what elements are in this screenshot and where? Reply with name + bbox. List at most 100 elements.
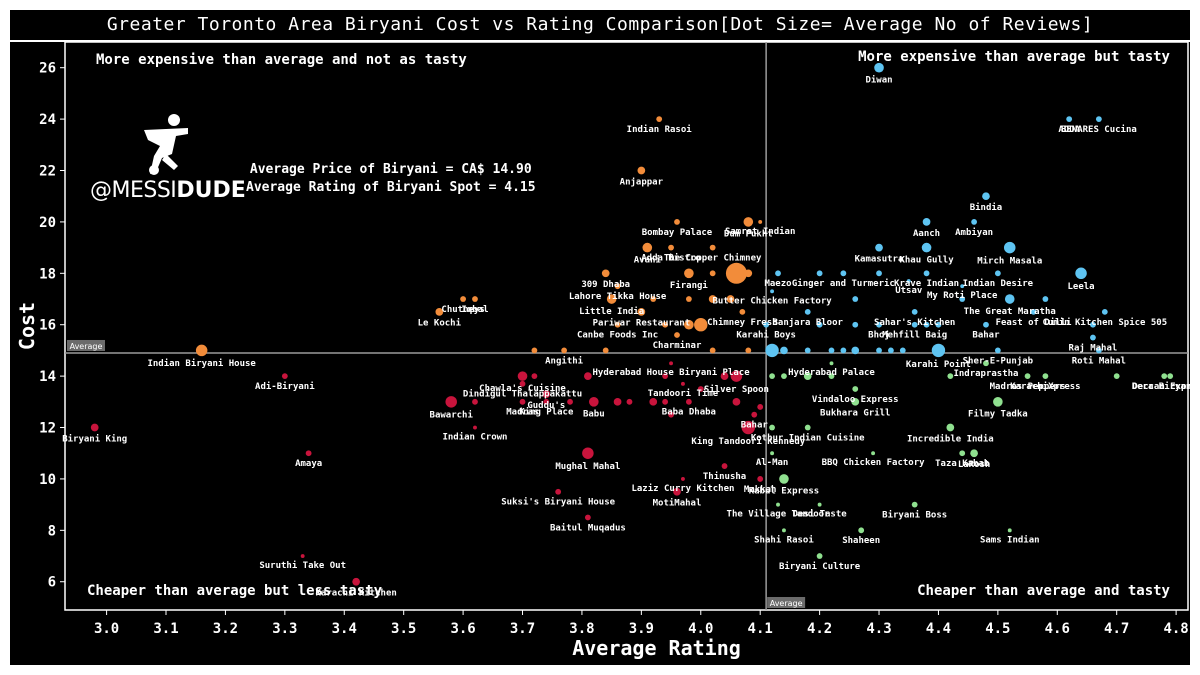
data-point: [684, 319, 694, 330]
data-point-label: Makkah: [744, 485, 777, 495]
y-tick-label: 18: [39, 266, 56, 282]
data-point: [519, 398, 526, 405]
data-point-label: Khau Gully: [899, 255, 954, 265]
data-point: [531, 373, 538, 380]
data-point: [994, 270, 1001, 277]
data-point: [300, 554, 305, 558]
data-point: [921, 242, 932, 253]
data-point: [816, 321, 823, 328]
data-point: [743, 217, 754, 227]
data-point: [947, 373, 954, 380]
x-tick-label: 3.5: [391, 621, 416, 637]
data-point-label: Mehfill Baig: [882, 330, 947, 341]
data-point-label: Pariwar Restaurant: [593, 318, 691, 329]
data-point: [567, 398, 573, 405]
data-point-label: Madras Peppers: [990, 382, 1066, 392]
data-point-label: Angithi: [545, 355, 584, 366]
data-point-label: Kabul Express: [749, 487, 819, 497]
average-rating-text: Average Rating of Biryani Spot = 4.15: [246, 180, 536, 195]
data-point-label: Bukhara Grill: [820, 408, 890, 419]
data-point: [637, 166, 646, 175]
x-tick-label: 4.4: [926, 621, 951, 637]
data-point-label: Kamasutra: [855, 254, 904, 264]
x-tick-label: 3.2: [213, 621, 238, 637]
y-tick-label: 16: [39, 318, 56, 334]
data-point: [584, 372, 592, 380]
data-point: [555, 488, 562, 495]
data-point: [584, 514, 591, 521]
data-point: [637, 308, 646, 316]
data-point: [959, 296, 966, 302]
x-tick-label: 3.3: [272, 621, 297, 637]
player-kicking-icon: [144, 114, 188, 175]
data-point-label: Indraprastha: [953, 369, 1018, 379]
data-point: [935, 321, 942, 328]
data-point: [1066, 116, 1073, 123]
data-point-label: Raj Mahal: [1069, 342, 1118, 353]
data-point-label: Chimney Fresh: [707, 317, 777, 328]
data-point: [1030, 308, 1037, 315]
data-point: [1075, 267, 1087, 280]
data-point: [851, 346, 860, 355]
data-point: [650, 296, 657, 302]
data-point: [751, 411, 758, 418]
data-point: [769, 424, 775, 431]
data-point-label: Chutneys: [441, 305, 484, 315]
data-point: [906, 279, 911, 283]
data-point: [875, 243, 883, 252]
x-tick-label: 3.1: [153, 621, 178, 637]
data-point: [561, 347, 568, 354]
data-point-label: Aanch: [913, 229, 940, 239]
data-point-label: Al-Man: [756, 458, 789, 468]
data-point: [970, 449, 978, 458]
data-point: [931, 343, 946, 358]
data-point-label: Charminar: [653, 340, 702, 351]
x-tick-label: 4.0: [688, 621, 713, 637]
data-point: [840, 270, 847, 277]
data-point: [1042, 373, 1049, 380]
y-tick-label: 10: [39, 472, 56, 488]
data-point: [983, 360, 989, 367]
data-point: [871, 451, 876, 456]
title-bar: Greater Toronto Area Biryani Cost vs Rat…: [10, 10, 1190, 42]
data-point: [582, 447, 594, 459]
data-point: [472, 398, 478, 405]
data-point: [744, 269, 753, 278]
data-point: [803, 372, 812, 380]
data-point: [1101, 308, 1108, 315]
data-point: [770, 289, 775, 294]
data-point: [517, 371, 528, 381]
data-point: [765, 343, 779, 358]
data-point-label: Madras: [506, 408, 539, 418]
data-point-label: Canbe Foods Inc: [577, 331, 658, 341]
data-point: [1161, 373, 1168, 380]
data-point-label: Sher-E-Punjab: [963, 355, 1034, 366]
y-tick-label: 12: [39, 421, 56, 437]
data-point: [725, 262, 747, 284]
data-point: [697, 386, 704, 392]
data-point: [804, 347, 811, 354]
data-point-label: Indian Biryani House: [147, 358, 256, 369]
data-point: [851, 397, 860, 406]
data-point-label: Sams Indian: [980, 534, 1040, 545]
data-point: [779, 474, 789, 484]
data-point-label: 309 Dhaba: [581, 280, 630, 290]
data-point-label: Dum Pukht: [724, 230, 773, 240]
data-point: [804, 308, 811, 315]
data-point: [1003, 241, 1016, 254]
data-point: [662, 373, 669, 380]
data-point-label: Incredible India: [907, 433, 994, 444]
data-point: [1090, 321, 1096, 328]
data-point: [721, 463, 728, 469]
data-point-label: Bawarchi: [430, 410, 474, 421]
data-point-label: The Great Maratha: [964, 307, 1056, 317]
plot-area-border: [64, 41, 1189, 611]
data-point: [726, 295, 735, 303]
data-point: [858, 527, 865, 534]
data-point: [775, 270, 781, 277]
data-point-label: King Tandoori Kennedy: [691, 436, 805, 447]
data-point: [680, 381, 685, 386]
data-point: [673, 487, 681, 496]
data-point: [852, 296, 859, 302]
data-point-label: Kothur Indian Cuisine: [751, 432, 865, 443]
